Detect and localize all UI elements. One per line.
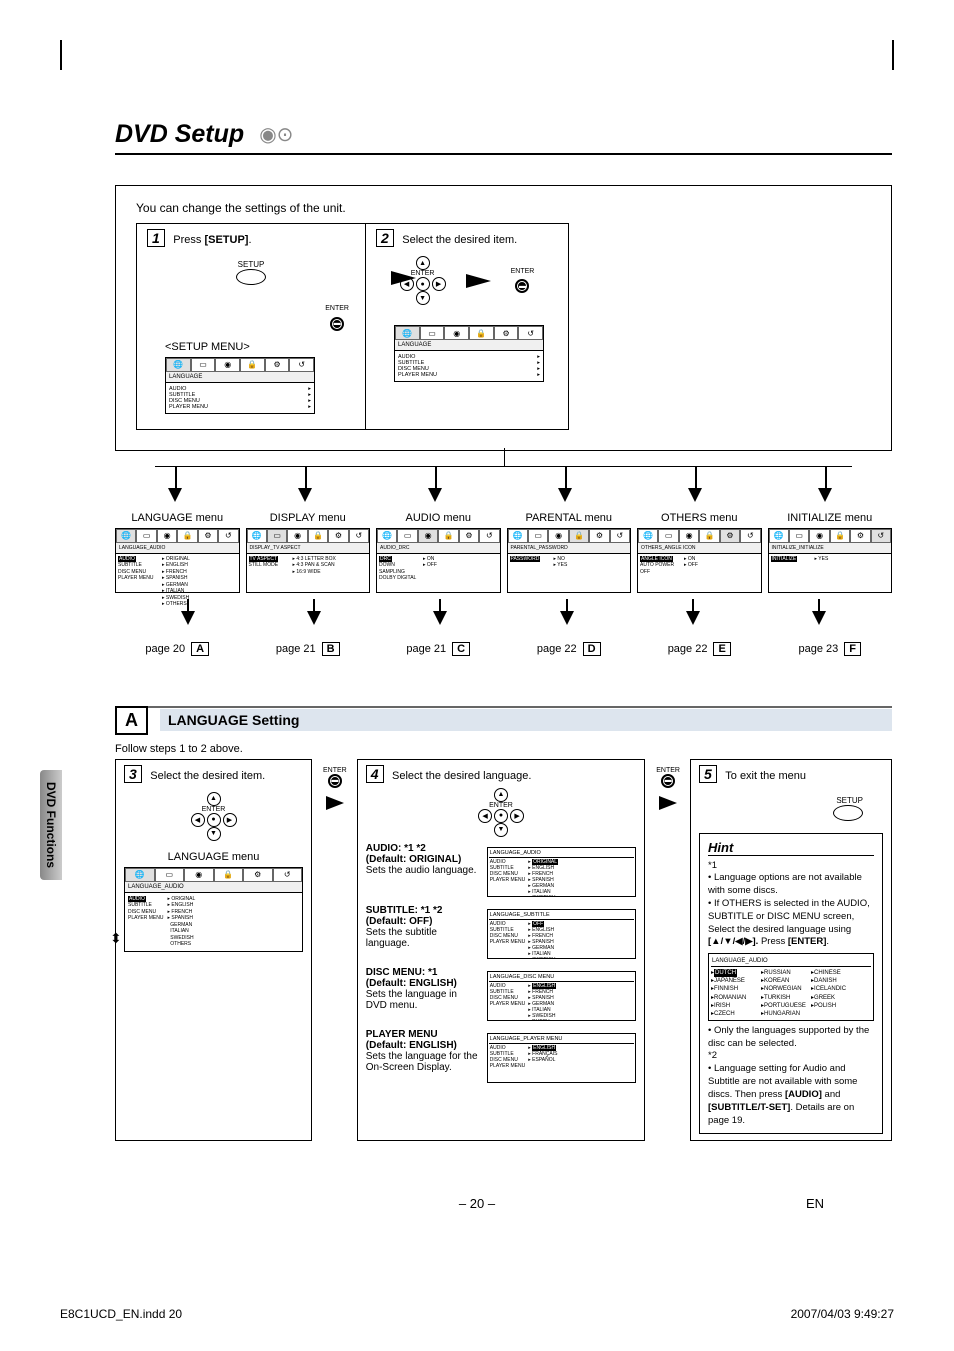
follow-text: Follow steps 1 to 2 above. <box>115 743 892 755</box>
page-ref: page 22D <box>507 642 632 656</box>
step-2: 2 Select the desired item. ▲ ENTER ◀●▶ ▼ <box>365 223 569 430</box>
page-ref: page 20A <box>115 642 240 656</box>
menu-col: DISPLAY menu🌐▭◉🔒⚙↺DISPLAY_TV ASPECTTV AS… <box>246 512 371 593</box>
title-row: DVD Setup ◉⊙ <box>115 120 892 155</box>
menu-col: INITIALIZE menu🌐▭◉🔒⚙↺INITIALIZE_INITIALI… <box>768 512 893 593</box>
step4-option: SUBTITLE: *1 *2(Default: OFF)Sets the su… <box>366 905 637 959</box>
intro-text: You can change the settings of the unit. <box>136 201 871 215</box>
lang-table: LANGUAGE_AUDIO ▸DUTCH▸RUSSIAN▸CHINESE▸JA… <box>708 953 874 1021</box>
branch-arrows <box>115 466 892 504</box>
menu-col: LANGUAGE menu🌐▭◉🔒⚙↺LANGUAGE_AUDIOAUDIOSU… <box>115 512 240 593</box>
step4-option: AUDIO: *1 *2(Default: ORIGINAL)Sets the … <box>366 843 637 897</box>
lower-steps: 3 Select the desired item. ▲ ENTER ◀●▶ ▼… <box>115 759 892 1142</box>
setup-menu-screen-2: 🌐▭◉🔒⚙↺ LANGUAGE AUDIO▸ SUBTITLE▸ DISC ME… <box>394 325 544 382</box>
setup-menu-label: <SETUP MENU> <box>165 341 355 353</box>
menu-col: PARENTAL menu🌐▭◉🔒⚙↺PARENTAL_PASSWORDPASS… <box>507 512 632 593</box>
flow-arrow-icon <box>391 271 416 285</box>
step-3: 3 Select the desired item. ▲ ENTER ◀●▶ ▼… <box>115 759 312 1142</box>
menu-col: AUDIO menu🌐▭◉🔒⚙↺AUDIO_DRCDRCDOWN SAMPLIN… <box>376 512 501 593</box>
arrow-gap-34: ENTER ▬ <box>312 759 358 1142</box>
menu-body: AUDIO▸ SUBTITLE▸ DISC MENU▸ PLAYER MENU▸ <box>166 383 314 413</box>
arrow-gap-45: ENTER ▬ <box>645 759 691 1142</box>
hint-title: Hint <box>708 840 874 856</box>
hint-box: Hint *1 • Language options are not avail… <box>699 833 883 1135</box>
step-2-num: 2 <box>376 229 394 247</box>
step-1-text: Press [SETUP]. <box>173 234 251 246</box>
footer-right: 2007/04/03 9:49:27 <box>791 1307 894 1321</box>
footer: E8C1UCD_EN.indd 20 2007/04/03 9:49:27 <box>60 1307 894 1321</box>
page-ref: page 23F <box>768 642 893 656</box>
enter-button-icon: ▬ <box>330 317 344 331</box>
section-a-header: A LANGUAGE Setting <box>115 706 892 735</box>
footer-left: E8C1UCD_EN.indd 20 <box>60 1307 182 1321</box>
setup-button-graphic: SETUP <box>147 260 355 287</box>
step-1: 1 Press [SETUP]. SETUP ENTER ▬ <SETUP ME… <box>136 223 366 430</box>
side-tab: DVD Functions <box>40 770 62 880</box>
page-number-row: – 20 – EN <box>60 1196 894 1211</box>
setup-box: You can change the settings of the unit.… <box>115 185 892 451</box>
step4-option: PLAYER MENU(Default: ENGLISH)Sets the la… <box>366 1029 637 1083</box>
steps-row: 1 Press [SETUP]. SETUP ENTER ▬ <SETUP ME… <box>136 223 871 430</box>
page-ref: page 21B <box>246 642 371 656</box>
page-lang: EN <box>806 1196 824 1211</box>
section-letter-box: A <box>115 706 148 735</box>
enter-label: ENTER <box>325 305 349 312</box>
page-refs: page 20A page 21B page 21C page 22D page 22E… <box>115 642 892 656</box>
step-2-text: Select the desired item. <box>402 234 517 246</box>
page-ref: page 22E <box>637 642 762 656</box>
setup-menu-screen: 🌐▭◉🔒⚙↺ LANGUAGE AUDIO▸ SUBTITLE▸ DISC ME… <box>165 357 315 414</box>
disc-icon: ◉⊙ <box>259 122 293 147</box>
step4-option: DISC MENU: *1(Default: ENGLISH)Sets the … <box>366 967 637 1021</box>
step-4: 4 Select the desired language. ▲ ENTER ◀… <box>357 759 646 1142</box>
step-5: 5 To exit the menu SETUP Hint *1 • Langu… <box>690 759 892 1142</box>
hint-body: *1 • Language options are not available … <box>708 860 874 1128</box>
section-title: LANGUAGE Setting <box>160 709 892 731</box>
page-title: DVD Setup <box>115 120 244 149</box>
menus-row: LANGUAGE menu🌐▭◉🔒⚙↺LANGUAGE_AUDIOAUDIOSU… <box>115 512 892 593</box>
mid-arrows <box>115 599 892 630</box>
page-content: DVD Setup ◉⊙ You can change the settings… <box>60 40 894 1311</box>
step3-menu-screen: 🌐▭◉🔒⚙↺ LANGUAGE_AUDIO AUDIO SUBTITLE DIS… <box>124 867 303 952</box>
step-1-num: 1 <box>147 229 165 247</box>
page-ref: page 21C <box>376 642 501 656</box>
menu-col: OTHERS menu🌐▭◉🔒⚙↺OTHERS_ANGLE ICONANGLE … <box>637 512 762 593</box>
